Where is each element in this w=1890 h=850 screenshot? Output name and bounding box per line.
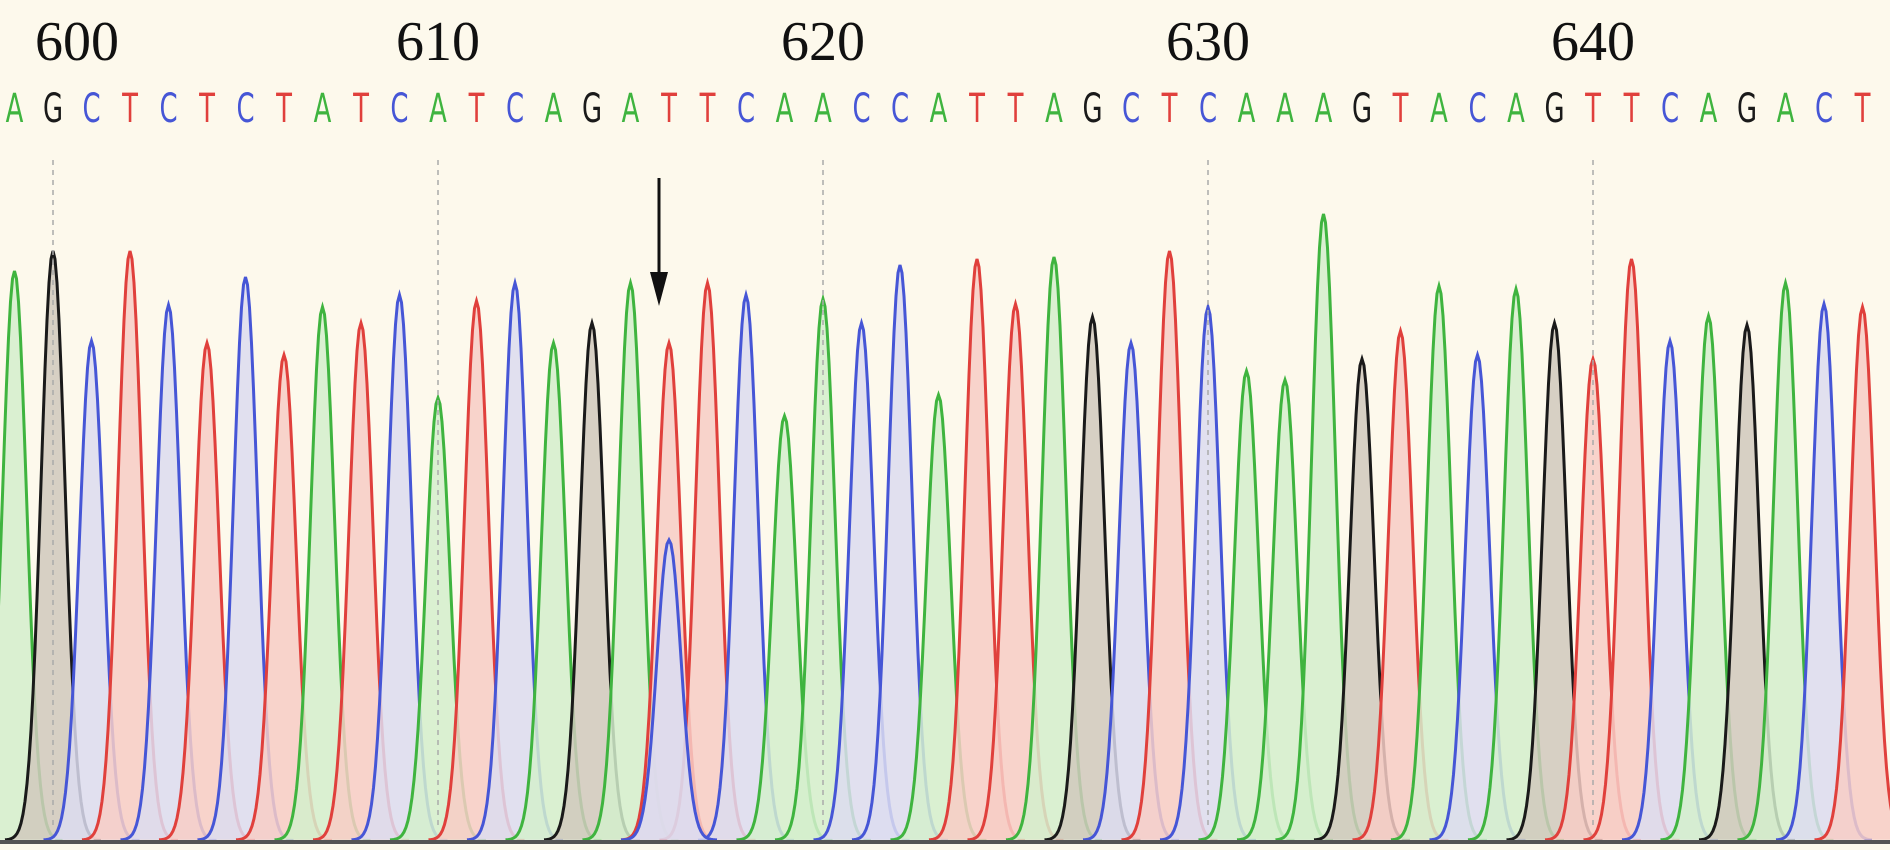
base-call: A xyxy=(429,86,447,132)
base-call: G xyxy=(1544,86,1564,132)
base-call: A xyxy=(1507,86,1525,132)
base-call: T xyxy=(660,86,677,132)
base-call: A xyxy=(814,86,832,132)
base-call: T xyxy=(275,86,292,132)
base-call: A xyxy=(1777,86,1795,132)
base-call: C xyxy=(852,86,870,132)
position-label: 610 xyxy=(396,11,480,73)
traces xyxy=(0,160,1890,842)
base-call: T xyxy=(198,86,215,132)
base-call: A xyxy=(1045,86,1063,132)
base-call: C xyxy=(1468,86,1486,132)
base-call: A xyxy=(1700,86,1718,132)
base-call: T xyxy=(1161,86,1178,132)
base-call: C xyxy=(1661,86,1679,132)
position-label: 600 xyxy=(35,11,119,73)
position-label: 620 xyxy=(781,11,865,73)
base-call: A xyxy=(1315,86,1333,132)
position-label: 630 xyxy=(1166,11,1250,73)
base-call: T xyxy=(1623,86,1640,132)
base-call: T xyxy=(1854,86,1871,132)
base-call: A xyxy=(1430,86,1448,132)
position-label: 640 xyxy=(1551,11,1635,73)
base-call: C xyxy=(1122,86,1140,132)
base-call: G xyxy=(582,86,602,132)
base-call: T xyxy=(1392,86,1409,132)
base-call: T xyxy=(352,86,369,132)
base-call: G xyxy=(1352,86,1372,132)
base-call: C xyxy=(506,86,524,132)
base-call: A xyxy=(6,86,24,132)
base-call: G xyxy=(43,86,63,132)
base-call: A xyxy=(1276,86,1294,132)
base-call: A xyxy=(314,86,332,132)
base-call: T xyxy=(1007,86,1024,132)
base-call: C xyxy=(236,86,254,132)
base-call: C xyxy=(1199,86,1217,132)
base-call: G xyxy=(1082,86,1102,132)
base-call: C xyxy=(737,86,755,132)
base-call: C xyxy=(159,86,177,132)
arrow-head xyxy=(650,272,668,306)
base-call: A xyxy=(622,86,640,132)
base-call: T xyxy=(121,86,138,132)
base-call: A xyxy=(776,86,794,132)
base-call: T xyxy=(1584,86,1601,132)
base-call: G xyxy=(1737,86,1757,132)
base-call: C xyxy=(1815,86,1833,132)
peak xyxy=(1814,301,1890,842)
base-call: C xyxy=(82,86,100,132)
base-call: A xyxy=(545,86,563,132)
base-call: T xyxy=(968,86,985,132)
base-call: A xyxy=(1238,86,1256,132)
base-call: T xyxy=(468,86,485,132)
base-call: C xyxy=(390,86,408,132)
base-call: A xyxy=(930,86,948,132)
base-call: T xyxy=(699,86,716,132)
base-call: C xyxy=(891,86,909,132)
secondary-peak xyxy=(620,536,718,842)
